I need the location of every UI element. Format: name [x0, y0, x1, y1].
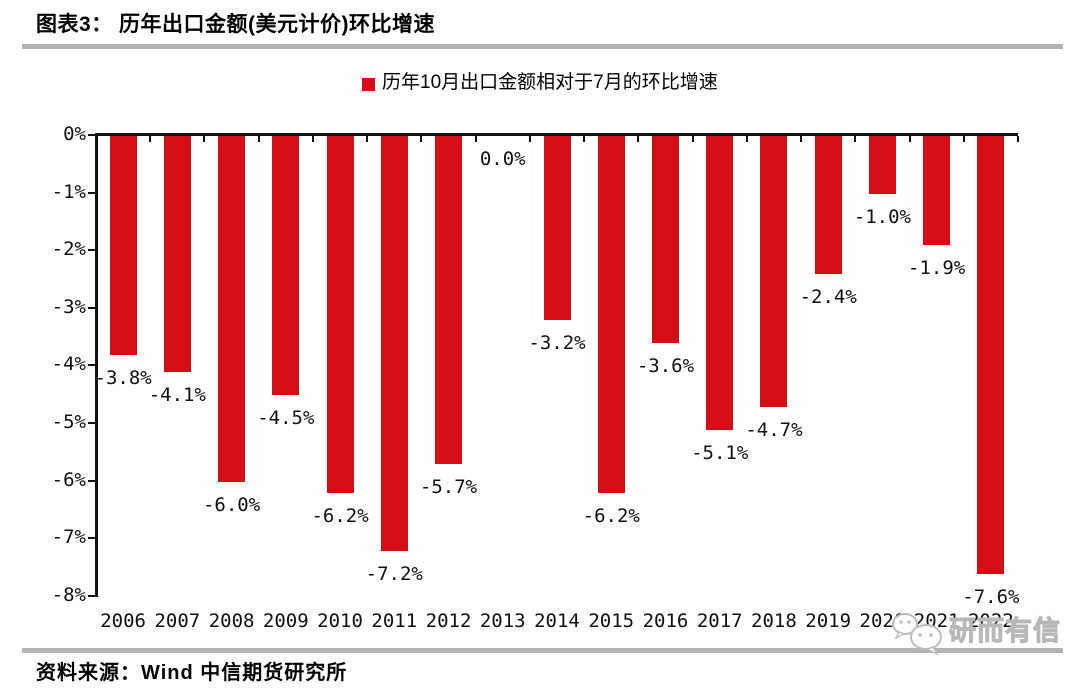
- x-axis-tick: [95, 136, 97, 142]
- bar-2018: [760, 136, 788, 407]
- x-axis-tick: [962, 136, 965, 142]
- y-axis-tick-label: -3%: [51, 295, 86, 318]
- bar-2007: [163, 136, 191, 373]
- bar-value-label: -3.2%: [528, 332, 586, 355]
- bar-2008: [218, 136, 246, 482]
- x-axis-tick: [854, 136, 857, 142]
- x-axis-label: 2016: [642, 610, 689, 632]
- x-axis-tick: [420, 136, 423, 142]
- bar-value-label: -1.0%: [853, 205, 911, 228]
- x-axis-tick: [800, 136, 803, 142]
- y-axis-tick: [88, 479, 95, 482]
- x-axis-label: 2009: [262, 610, 309, 632]
- bar-value-label: -6.2%: [311, 505, 369, 528]
- bar-2020: [868, 136, 896, 194]
- x-axis-label: 2022: [967, 610, 1014, 632]
- bar-2012: [435, 136, 463, 465]
- x-axis-tick: [257, 136, 260, 142]
- y-axis-line: [95, 134, 98, 597]
- x-axis-label: 2017: [696, 610, 743, 632]
- bar-2019: [814, 136, 842, 275]
- bar-2010: [326, 136, 354, 494]
- bar-chart-plot-area: 0% -1% -2% -3% -4% -5% -6% -7% -8% -3.8% 2006 -4.1%…: [51, 123, 1020, 632]
- y-axis-tick-label: -7%: [51, 526, 86, 549]
- x-axis-label: 2013: [479, 610, 526, 632]
- bar-value-label: -5.7%: [419, 476, 478, 499]
- x-axis-tick: [745, 136, 748, 142]
- bar-value-label: -7.6%: [962, 585, 1020, 608]
- bar-2017: [706, 136, 734, 430]
- bar-value-label: -1.9%: [908, 257, 966, 280]
- watermark: 研而有信: [891, 610, 1061, 656]
- y-axis-tick-label: -6%: [51, 468, 86, 491]
- x-axis-tick: [311, 136, 314, 142]
- bar-2022: [977, 136, 1005, 574]
- x-axis-tick: [1017, 136, 1019, 142]
- bar-value-label: -7.2%: [365, 562, 423, 585]
- y-axis-tick: [88, 594, 95, 597]
- zero-line: [95, 133, 1018, 136]
- x-axis-label: 2008: [208, 610, 255, 632]
- chart-legend: 历年10月出口金额相对于7月的环比增速: [362, 72, 718, 94]
- x-axis-tick: [149, 136, 152, 142]
- x-axis-label: 2015: [588, 610, 635, 632]
- bar-value-label: -4.5%: [257, 407, 315, 430]
- bar-value-label: -2.4%: [799, 286, 857, 309]
- page-title: 图表3： 历年出口金额(美元计价)环比增速: [36, 13, 435, 36]
- y-axis-tick: [88, 537, 95, 540]
- x-axis-label: 2019: [805, 610, 852, 632]
- x-axis-label: 2007: [154, 610, 201, 632]
- x-axis-label: 2012: [425, 610, 472, 632]
- y-axis-tick-label: -8%: [51, 583, 86, 606]
- y-axis-tick: [88, 191, 95, 194]
- y-axis-tick-label: -2%: [51, 238, 86, 261]
- bar-2014: [543, 136, 571, 321]
- x-axis-tick: [474, 136, 477, 142]
- wechat-icon: [892, 613, 942, 656]
- bar-2015: [597, 136, 625, 494]
- x-axis-tick: [528, 136, 531, 142]
- x-axis-tick: [908, 136, 911, 142]
- y-axis-tick: [88, 364, 95, 367]
- bar-value-label: -3.8%: [94, 366, 152, 389]
- bar-2009: [272, 136, 300, 396]
- legend-marker-icon: [362, 77, 375, 91]
- bar-value-label: -4.1%: [148, 384, 206, 407]
- source-note: 资料来源：Wind 中信期货研究所: [36, 662, 348, 684]
- y-axis-tick-label: 0%: [63, 123, 86, 145]
- x-axis-tick: [203, 136, 206, 142]
- y-axis-tick: [88, 249, 95, 252]
- y-axis-tick: [88, 422, 95, 424]
- y-axis-tick-label: -1%: [51, 180, 86, 203]
- x-axis-label: 2014: [534, 610, 580, 632]
- bar-2021: [923, 136, 951, 246]
- bottom-divider: [22, 648, 1063, 653]
- bar-value-label: -3.6%: [636, 355, 695, 378]
- y-axis-tick: [88, 134, 95, 136]
- watermark-text: 研而有信: [949, 616, 1061, 647]
- bar-2006: [109, 136, 137, 355]
- x-axis-tick: [583, 136, 586, 142]
- bar-2011: [380, 136, 408, 551]
- bar-value-label: -6.0%: [202, 493, 261, 516]
- bar-value-label: -4.7%: [745, 418, 803, 441]
- x-axis-label: 2011: [371, 610, 418, 632]
- x-axis-label: 2010: [317, 610, 363, 632]
- x-axis-tick: [366, 136, 369, 142]
- y-axis-tick-label: -4%: [51, 353, 86, 376]
- x-axis-label: 2006: [100, 610, 146, 632]
- y-axis-tick-label: -5%: [51, 411, 86, 433]
- bar-2016: [651, 136, 679, 344]
- x-axis-tick: [637, 136, 640, 142]
- top-divider: [22, 44, 1063, 49]
- bar-value-label: -6.2%: [582, 505, 640, 528]
- x-axis-label: 2018: [751, 610, 797, 632]
- bar-value-label: -5.1%: [691, 441, 749, 464]
- y-axis-tick: [88, 306, 95, 309]
- bar-value-label: 0.0%: [479, 148, 526, 170]
- x-axis-tick: [691, 136, 694, 142]
- legend-label: 历年10月出口金额相对于7月的环比增速: [382, 72, 718, 93]
